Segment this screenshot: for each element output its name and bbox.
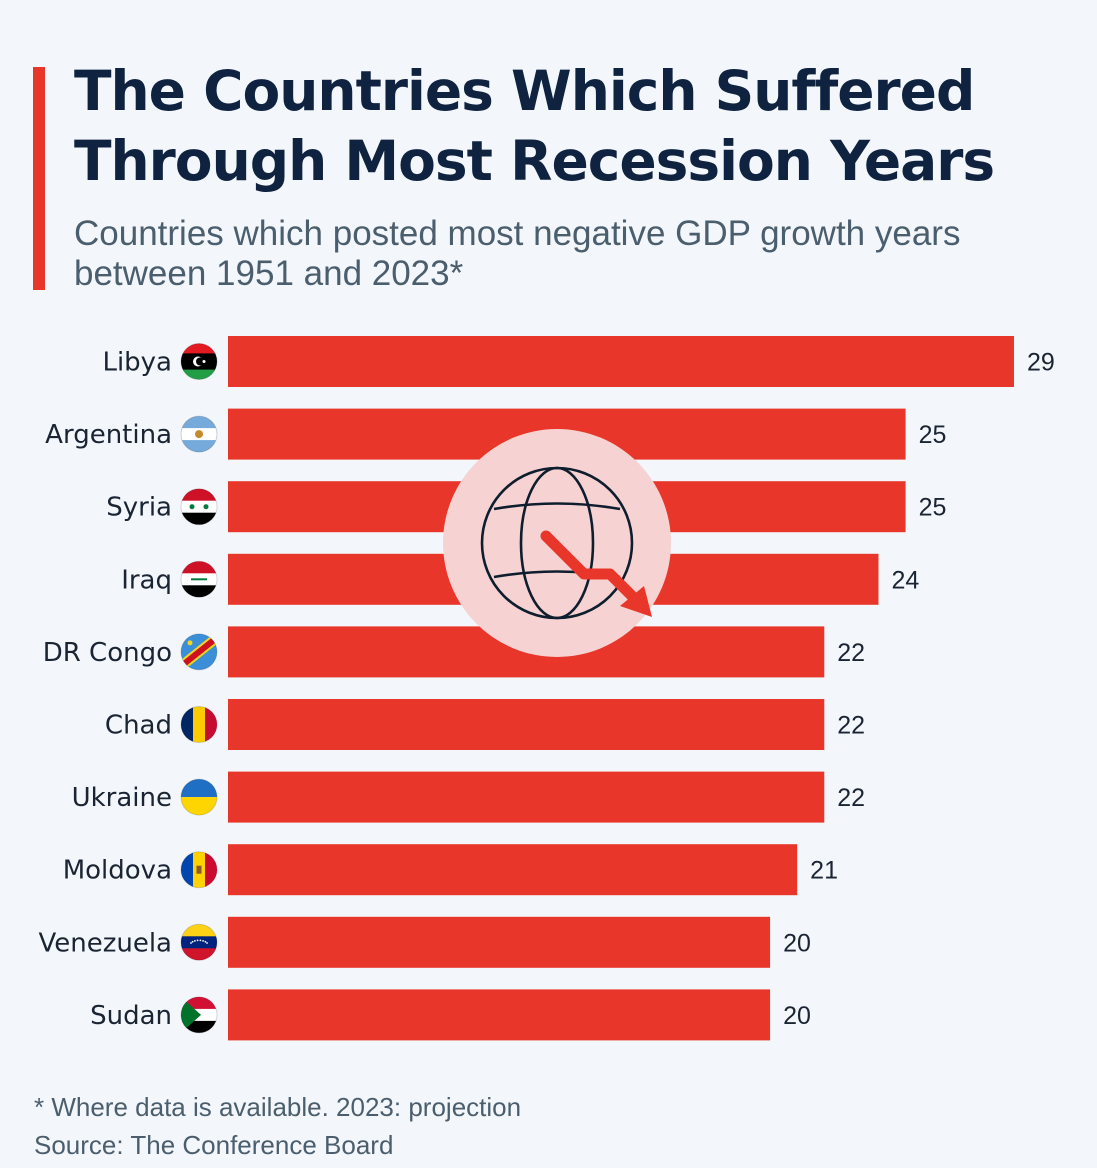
globe-latitude-top: [493, 502, 621, 511]
category-label: Ukraine: [72, 783, 172, 813]
bar: [228, 336, 1014, 387]
bar-row: 22 Chad: [105, 699, 865, 750]
sudan-flag-icon: [181, 996, 217, 1033]
category-label: Libya: [102, 348, 172, 378]
footnote: * Where data is available. 2023: project…: [34, 1088, 521, 1164]
flag-outline: [180, 488, 218, 526]
flag-outline: [180, 343, 218, 380]
subtitle-line-1: Countries which posted most negative GDP…: [74, 214, 961, 253]
source-link[interactable]: Source: The Conference Board: [34, 1130, 394, 1160]
flag-outline: [180, 560, 218, 598]
data-label: 25: [919, 421, 947, 449]
chad-flag-icon: [181, 706, 217, 743]
bar-row: 22 DR Congo: [43, 626, 865, 678]
title-line-2: Through Most Recession Years: [74, 129, 995, 193]
category-label: DR Congo: [43, 638, 172, 668]
ukraine-flag-icon: [181, 779, 217, 816]
bar: [228, 844, 798, 896]
title-accent-bar: [33, 67, 45, 290]
category-label: Moldova: [63, 856, 172, 886]
category-label: Chad: [105, 711, 172, 741]
bar-row: 22 Ukraine: [72, 771, 865, 823]
category-label: Argentina: [45, 420, 172, 450]
chart-subtitle: Countries which posted most negative GDP…: [74, 214, 1074, 294]
data-label: 22: [837, 712, 865, 740]
category-label: Syria: [106, 493, 172, 523]
chart-title: The Countries Which Suffered Through Mos…: [74, 56, 1094, 196]
argentina-flag-icon: [181, 416, 217, 453]
moldova-flag-icon: [181, 851, 217, 888]
venezuela-flag-icon: [181, 924, 217, 961]
flag-outline: [180, 633, 218, 671]
bar: [228, 771, 825, 823]
data-label: 21: [810, 857, 838, 885]
category-label: Iraq: [121, 565, 172, 595]
dr-congo-flag-icon: [181, 633, 217, 670]
globe-meridian: [519, 466, 595, 620]
bar: [228, 989, 771, 1041]
bar-row: 20 Venezuela: [38, 916, 811, 968]
data-label: 25: [919, 494, 947, 522]
downtrend-arrow-icon: [540, 530, 652, 617]
flag-outline: [180, 778, 218, 816]
subtitle-line-2: between 1951 and 2023*: [74, 254, 464, 293]
data-label: 20: [783, 929, 811, 957]
bar: [228, 916, 771, 968]
bar-row: 21 Moldova: [63, 844, 838, 896]
data-label: 29: [1027, 349, 1055, 377]
syria-flag-icon: [181, 488, 217, 525]
flag-outline: [180, 923, 218, 961]
globe-recession-icon: [443, 429, 671, 657]
data-label: 20: [783, 1002, 811, 1030]
bar: [228, 699, 825, 750]
category-label: Sudan: [90, 1001, 172, 1031]
data-label: 24: [891, 566, 919, 594]
flag-outline: [180, 851, 218, 889]
flag-outline: [180, 996, 218, 1034]
flag-outline: [180, 415, 218, 453]
title-line-1: The Countries Which Suffered: [74, 59, 975, 123]
flag-outline: [180, 706, 218, 743]
data-label: 22: [837, 784, 865, 812]
libya-flag-icon: [181, 343, 217, 380]
data-label: 22: [837, 639, 865, 667]
iraq-flag-icon: [181, 561, 217, 598]
footnote-note: * Where data is available. 2023: project…: [34, 1092, 522, 1122]
category-label: Venezuela: [38, 928, 172, 958]
bar-row: 29 Libya: [102, 336, 1055, 387]
bar-row: 20 Sudan: [90, 989, 811, 1041]
